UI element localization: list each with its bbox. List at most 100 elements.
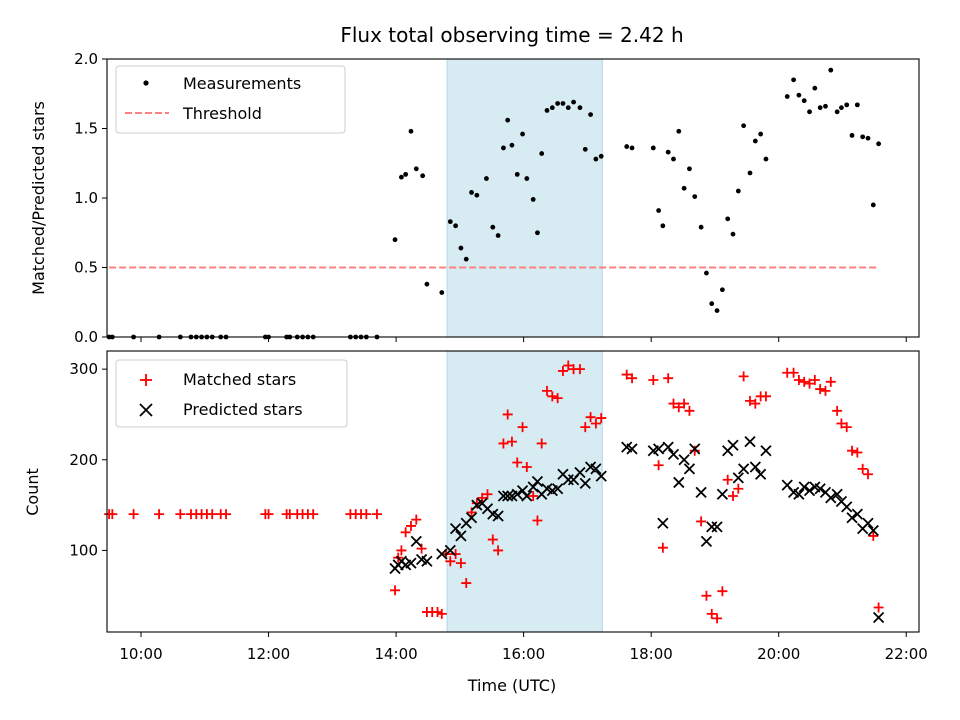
matched-stars-point (154, 509, 165, 520)
x-tick-label: 12:00 (247, 645, 290, 663)
matched-stars-point (536, 438, 547, 449)
measurements-point (650, 145, 656, 151)
matched-stars-point (477, 492, 488, 503)
measurements-point (849, 133, 855, 138)
predicted-stars-point (562, 474, 574, 486)
measurements-point (463, 256, 469, 262)
matched-stars-point (471, 498, 482, 509)
measurements-point (784, 94, 790, 99)
matched-stars-point (653, 460, 664, 471)
measurements-point (453, 223, 459, 229)
matched-stars-point (128, 509, 139, 520)
predicted-stars-point (626, 443, 638, 455)
measurements-point (671, 156, 676, 162)
predicted-stars-point (444, 544, 456, 557)
predicted-stars-point (552, 483, 564, 495)
matched-stars-point (815, 384, 826, 395)
x-tick-label: 18:00 (630, 645, 673, 663)
matched-stars-point (175, 509, 186, 520)
matched-stars-point (263, 509, 274, 520)
measurements-point (834, 109, 840, 115)
matched-stars-point (371, 509, 382, 520)
matched-stars-point (552, 393, 563, 404)
x-tick-label: 22:00 (885, 645, 928, 663)
matched-stars-point (432, 607, 443, 618)
matched-stars-point (679, 398, 690, 409)
measurements-point (698, 224, 704, 230)
measurements-point (844, 102, 850, 108)
predicted-stars-point (590, 463, 602, 475)
measurements-point (514, 171, 520, 177)
matched-stars-point (668, 398, 679, 409)
matched-stars-point (701, 590, 712, 601)
measurements-point (403, 171, 409, 177)
predicted-stars-point (867, 524, 879, 537)
legend-matched-stars-marker (140, 374, 152, 386)
predicted-stars-point (689, 443, 701, 455)
measurements-point (865, 135, 871, 141)
matched-stars-point (673, 402, 684, 413)
predicted-stars-point (492, 510, 504, 522)
matched-stars-point (506, 436, 517, 447)
measurements-point (535, 230, 540, 236)
predicted-stars-point (760, 445, 772, 457)
matched-stars-point (590, 418, 601, 429)
bottom-panel-x-ticks: 10:00 12:00 14:00 16:00 18:00 20:00 22:00 (119, 632, 928, 663)
measurements-point (555, 101, 561, 106)
matched-stars-point (585, 412, 596, 423)
matched-stars-point (450, 549, 461, 560)
legend-threshold-label: Threshold (182, 104, 262, 123)
bottom-panel-legend: Matched stars Predicted stars (115, 359, 348, 428)
legend-predicted-stars-marker (139, 403, 153, 417)
measurements-point (763, 156, 769, 162)
predicted-stars-point (803, 484, 816, 497)
measurements-point (490, 224, 496, 230)
predicted-stars-point (716, 488, 729, 500)
matched-stars-point (621, 369, 632, 380)
predicted-stars-point (793, 488, 805, 500)
matched-stars-point (868, 530, 879, 541)
predicted-stars-point (421, 555, 433, 567)
measurements-point (469, 190, 474, 195)
predicted-stars-point (436, 548, 448, 560)
matched-stars-point (207, 509, 218, 520)
matched-stars-point (712, 613, 723, 624)
predicted-stars-point (700, 535, 713, 547)
bottom-panel-legend-box (115, 359, 348, 428)
measurements-point (741, 123, 747, 129)
matched-stars-point (657, 542, 668, 553)
measurements-point (420, 173, 426, 179)
predicted-stars-point (465, 512, 478, 524)
measurements-point (676, 128, 682, 134)
predicted-stars-point (497, 490, 510, 502)
top-panel-legend-box (115, 65, 346, 134)
measurements-point (807, 109, 812, 115)
predicted-stars-point (695, 486, 707, 499)
matched-stars-point (738, 371, 749, 382)
matched-stars-point (542, 385, 553, 396)
measurements-point (530, 196, 536, 202)
measurements-point (687, 166, 692, 172)
matched-stars-point (487, 534, 498, 545)
top-panel-y-ticks: 0.0 0.5 1.0 1.5 2.0 (74, 50, 107, 346)
bottom-panel-y-ticks: 100 200 300 (69, 360, 107, 559)
y-tick-label: 300 (69, 360, 98, 378)
matched-stars-point (461, 578, 472, 589)
measurements-point (447, 219, 453, 225)
predicted-stars-point (851, 508, 863, 520)
measurements-point (870, 202, 876, 208)
matched-stars-point (809, 375, 820, 386)
matched-stars-point (405, 520, 416, 531)
predicted-stars-point (711, 521, 723, 533)
measurements-point (501, 145, 506, 151)
matched-stars-point (648, 375, 659, 386)
measurements-point (560, 101, 566, 106)
matched-stars-point (107, 509, 118, 520)
bottom-panel: 100 200 300 10:00 12:00 14:00 16:00 18:00 20:00… (23, 350, 928, 695)
matched-stars-point (563, 360, 574, 371)
matched-stars-point (557, 365, 568, 376)
measurements-point (665, 149, 671, 155)
matched-stars-point (361, 509, 372, 520)
matched-stars-point (852, 447, 863, 458)
matched-stars-point (390, 585, 401, 596)
